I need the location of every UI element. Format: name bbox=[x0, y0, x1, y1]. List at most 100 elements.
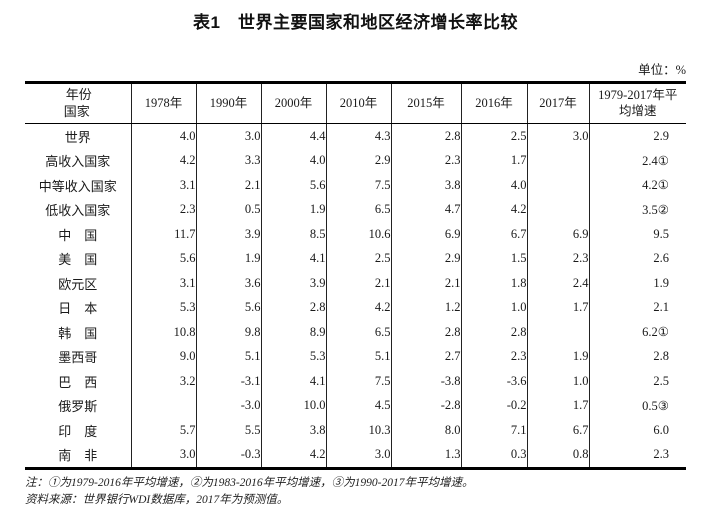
value-cell: 3.6 bbox=[196, 271, 261, 296]
value-cell: 3.1 bbox=[131, 271, 196, 296]
value-cell: 4.7 bbox=[391, 198, 461, 223]
column-header: 1978年 bbox=[131, 83, 196, 124]
value-cell: -3.8 bbox=[391, 369, 461, 394]
value-cell: 2.3 bbox=[391, 149, 461, 174]
value-cell: 3.0 bbox=[527, 124, 589, 149]
value-cell: 1.8 bbox=[461, 271, 527, 296]
footnote-definitions: 注：①为1979-2016年平均增速，②为1983-2016年平均增速，③为19… bbox=[25, 475, 711, 492]
value-cell: 4.0 bbox=[461, 173, 527, 198]
column-header: 2016年 bbox=[461, 83, 527, 124]
value-cell: 4.0 bbox=[131, 124, 196, 149]
value-cell: 3.8 bbox=[391, 173, 461, 198]
value-cell: -3.0 bbox=[196, 394, 261, 419]
column-header: 1990年 bbox=[196, 83, 261, 124]
value-cell: 4.2① bbox=[589, 173, 686, 198]
value-cell: 2.4 bbox=[527, 271, 589, 296]
value-cell bbox=[527, 320, 589, 345]
value-cell: 5.5 bbox=[196, 418, 261, 443]
value-cell: 9.8 bbox=[196, 320, 261, 345]
value-cell: 1.9 bbox=[261, 198, 326, 223]
column-header: 2010年 bbox=[326, 83, 391, 124]
value-cell: 2.8 bbox=[391, 320, 461, 345]
value-cell: 5.6 bbox=[196, 296, 261, 321]
value-cell: -3.6 bbox=[461, 369, 527, 394]
row-label: 美 国 bbox=[25, 247, 131, 272]
value-cell: 7.5 bbox=[326, 173, 391, 198]
value-cell: 3.1 bbox=[131, 173, 196, 198]
value-cell: 6.7 bbox=[461, 222, 527, 247]
value-cell: 0.5 bbox=[196, 198, 261, 223]
value-cell: 3.3 bbox=[196, 149, 261, 174]
corner-label-country: 国家 bbox=[25, 104, 131, 121]
value-cell: 2.9 bbox=[589, 124, 686, 149]
value-cell: -0.3 bbox=[196, 443, 261, 469]
column-header: 1979-2017年平均增速 bbox=[589, 83, 686, 124]
value-cell: 5.3 bbox=[131, 296, 196, 321]
row-label: 墨西哥 bbox=[25, 345, 131, 370]
value-cell: 6.9 bbox=[527, 222, 589, 247]
value-cell: 2.8 bbox=[261, 296, 326, 321]
row-label: 低收入国家 bbox=[25, 198, 131, 223]
value-cell: 6.5 bbox=[326, 198, 391, 223]
value-cell: 5.6 bbox=[131, 247, 196, 272]
footnotes: 注：①为1979-2016年平均增速，②为1983-2016年平均增速，③为19… bbox=[25, 475, 711, 508]
value-cell: 2.1 bbox=[196, 173, 261, 198]
value-cell: -2.8 bbox=[391, 394, 461, 419]
value-cell: 10.3 bbox=[326, 418, 391, 443]
value-cell: 1.2 bbox=[391, 296, 461, 321]
value-cell: 0.5③ bbox=[589, 394, 686, 419]
value-cell: 9.5 bbox=[589, 222, 686, 247]
column-header: 2017年 bbox=[527, 83, 589, 124]
value-cell: -0.2 bbox=[461, 394, 527, 419]
value-cell: 3.2 bbox=[131, 369, 196, 394]
value-cell: 2.1 bbox=[589, 296, 686, 321]
corner-label-year: 年份 bbox=[25, 87, 131, 104]
value-cell: 6.2① bbox=[589, 320, 686, 345]
row-label: 日 本 bbox=[25, 296, 131, 321]
value-cell: 2.4① bbox=[589, 149, 686, 174]
value-cell: 2.1 bbox=[326, 271, 391, 296]
value-cell: 1.5 bbox=[461, 247, 527, 272]
value-cell: 9.0 bbox=[131, 345, 196, 370]
value-cell: 3.5② bbox=[589, 198, 686, 223]
value-cell: 4.2 bbox=[131, 149, 196, 174]
value-cell: 1.0 bbox=[461, 296, 527, 321]
value-cell: 2.8 bbox=[589, 345, 686, 370]
value-cell: 10.0 bbox=[261, 394, 326, 419]
value-cell: 1.7 bbox=[527, 296, 589, 321]
value-cell: 2.3 bbox=[527, 247, 589, 272]
value-cell: 4.3 bbox=[326, 124, 391, 149]
unit-label: 单位：% bbox=[25, 59, 686, 78]
value-cell: 2.9 bbox=[391, 247, 461, 272]
footnote-source: 资料来源：世界银行WDI数据库，2017年为预测值。 bbox=[25, 492, 711, 508]
value-cell: 3.9 bbox=[196, 222, 261, 247]
value-cell: 7.5 bbox=[326, 369, 391, 394]
column-header: 2000年 bbox=[261, 83, 326, 124]
corner-header-cell: 年份 国家 bbox=[25, 83, 131, 124]
value-cell: 2.3 bbox=[589, 443, 686, 469]
value-cell: 8.9 bbox=[261, 320, 326, 345]
value-cell: 8.0 bbox=[391, 418, 461, 443]
value-cell: 4.1 bbox=[261, 247, 326, 272]
value-cell: 4.0 bbox=[261, 149, 326, 174]
value-cell: 0.3 bbox=[461, 443, 527, 469]
value-cell: 2.5 bbox=[589, 369, 686, 394]
value-cell: 10.8 bbox=[131, 320, 196, 345]
value-cell: 4.5 bbox=[326, 394, 391, 419]
value-cell: 3.8 bbox=[261, 418, 326, 443]
value-cell bbox=[527, 198, 589, 223]
value-cell: 3.0 bbox=[131, 443, 196, 469]
row-label: 世界 bbox=[25, 124, 131, 149]
value-cell: 3.0 bbox=[326, 443, 391, 469]
value-cell: 11.7 bbox=[131, 222, 196, 247]
value-cell: 1.0 bbox=[527, 369, 589, 394]
